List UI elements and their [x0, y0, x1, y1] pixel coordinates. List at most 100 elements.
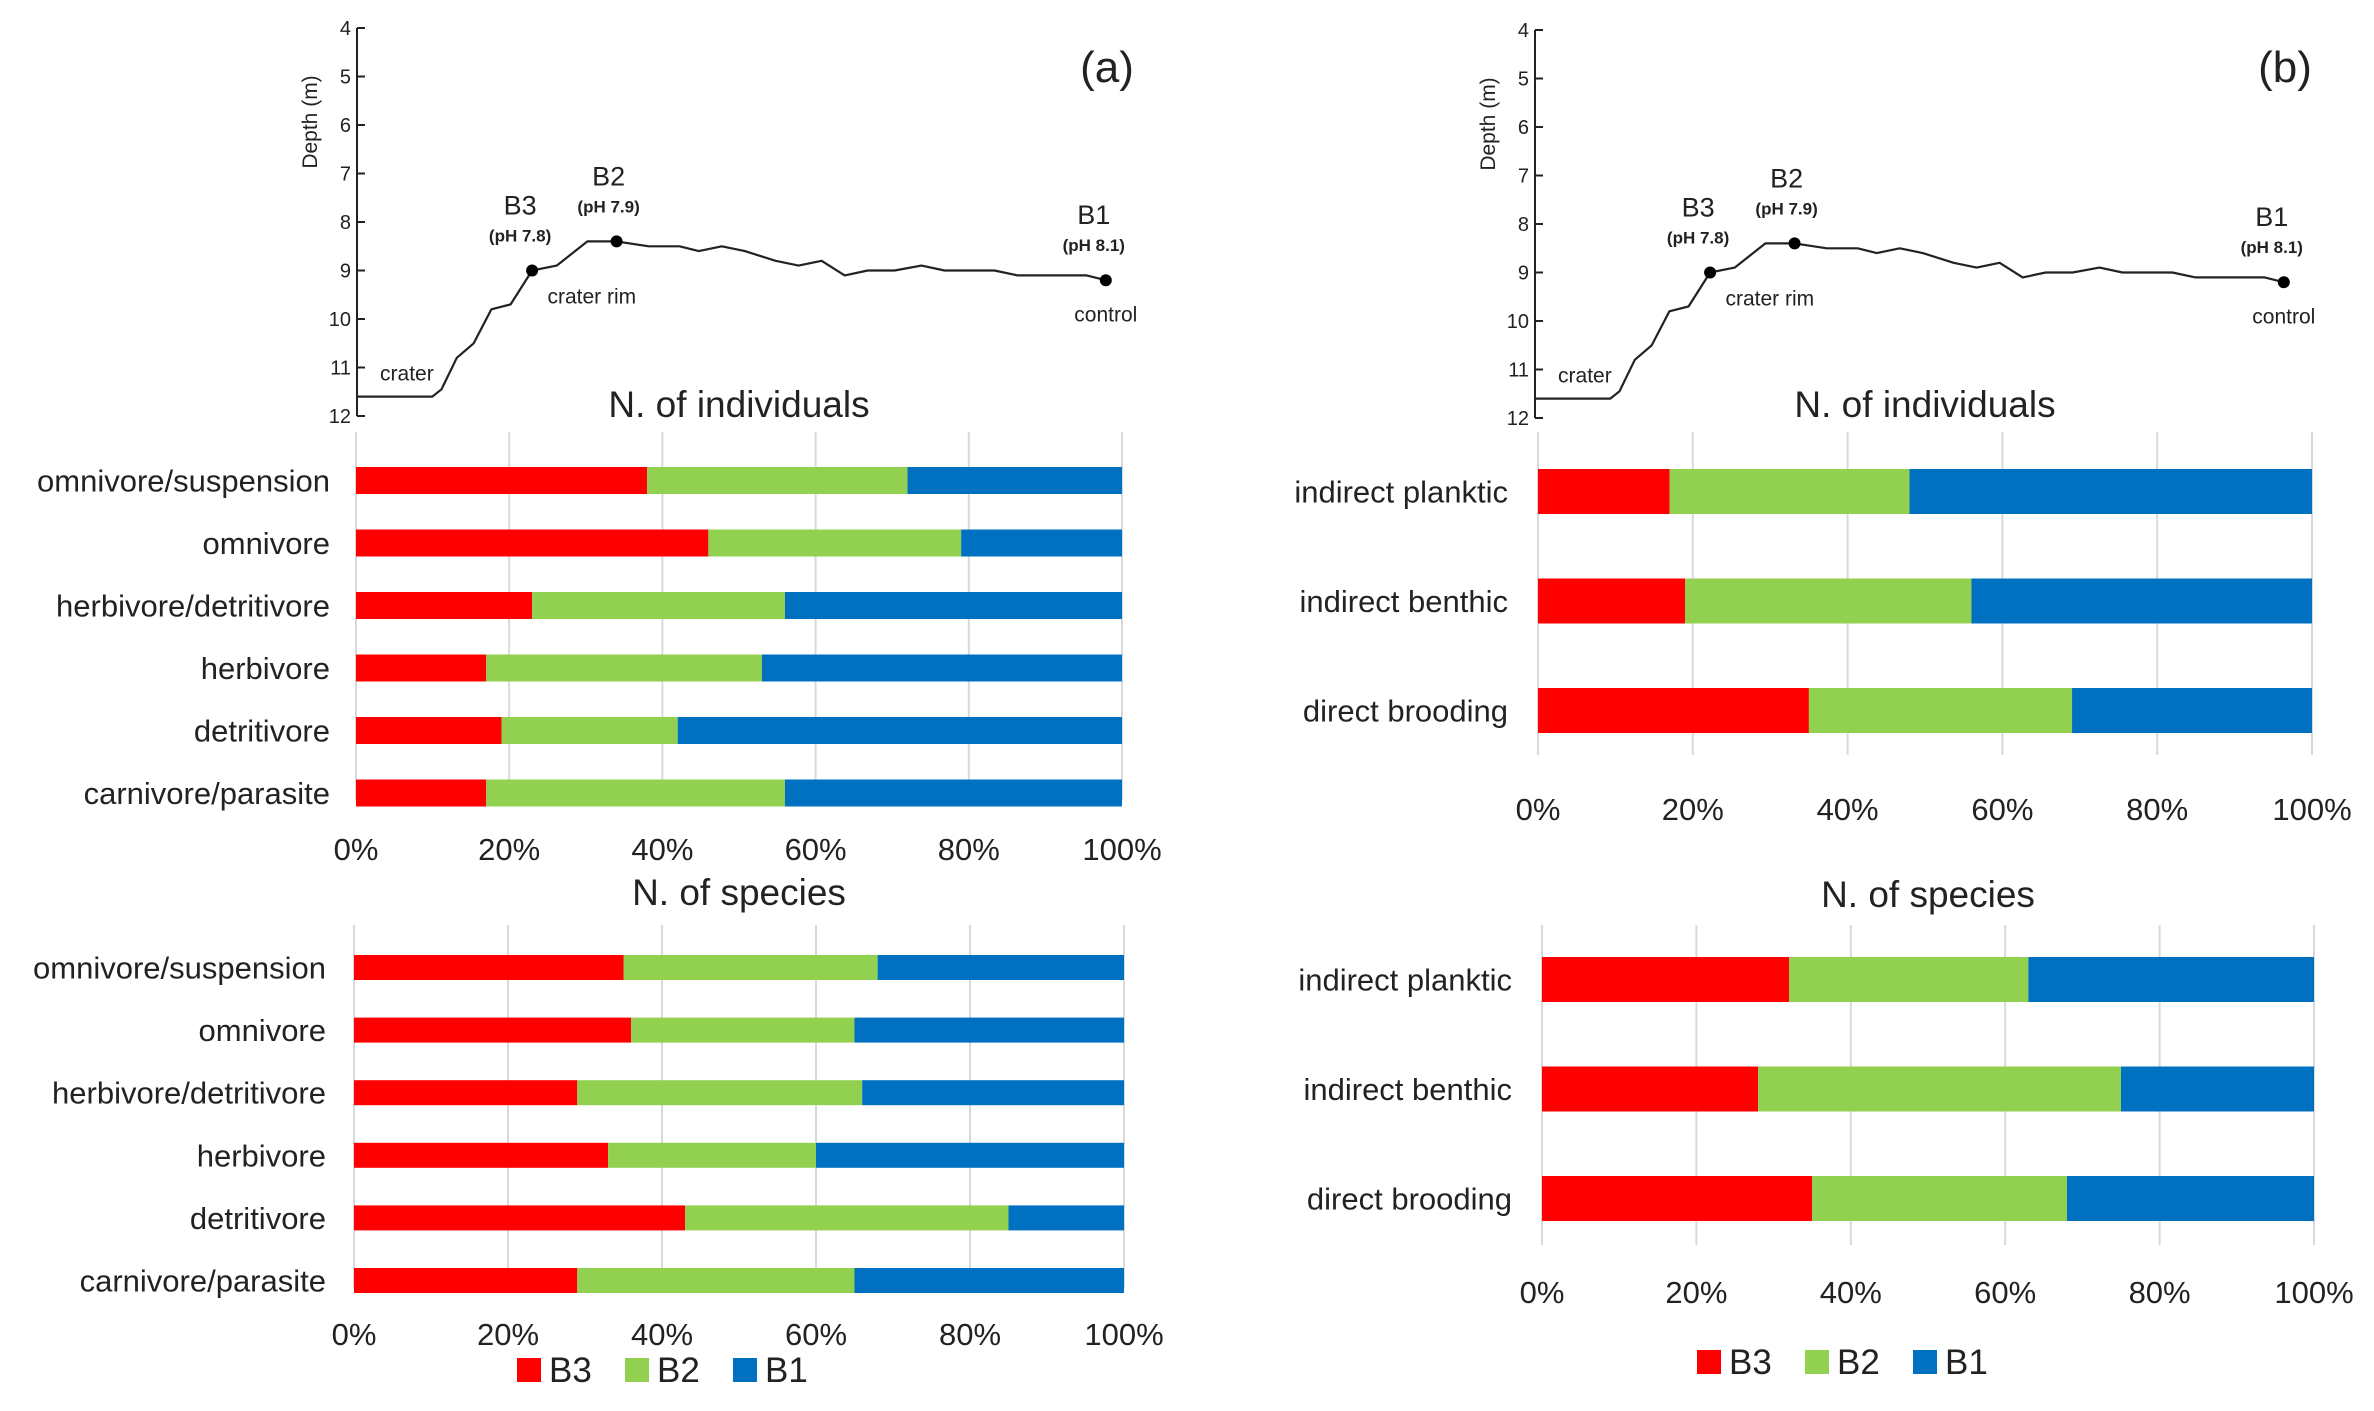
category-label-detritivore: detritivore — [194, 714, 330, 749]
bar-b3-herbivore-detritivore — [356, 592, 533, 619]
x-tick-label: 60% — [1971, 792, 2033, 827]
x-tick-label: 20% — [1662, 792, 1724, 827]
bar-b1-detritivore — [1008, 1205, 1124, 1231]
depth-tick-label: 10 — [329, 309, 351, 331]
site-name-b1: B1 — [1077, 200, 1110, 230]
legend-swatch-b2 — [1805, 1350, 1829, 1374]
site-ph-b3: (pH 7.8) — [1667, 229, 1729, 248]
bar-b2-herbivore-detritivore — [532, 592, 785, 619]
bar-b1-omnivore-suspension — [907, 467, 1122, 494]
x-tick-label: 20% — [478, 832, 540, 867]
legend-b: B3 B2 B1 — [1697, 1343, 1988, 1382]
bar-b2-herbivore-detritivore — [577, 1080, 863, 1106]
control-label: control — [1074, 303, 1137, 326]
chart-b-individuals: N. of individuals indirect planktic indire… — [1294, 384, 2351, 827]
bar-b3-herbivore — [354, 1142, 609, 1168]
x-tick-label: 40% — [1820, 1275, 1882, 1310]
category-label-omnivore: omnivore — [199, 1013, 327, 1048]
bar-b3-detritivore — [354, 1205, 686, 1231]
category-label-indirect-benthic: indirect benthic — [1299, 584, 1508, 619]
bar-b3-herbivore-detritivore — [354, 1080, 578, 1106]
bar-b2-carnivore-parasite — [486, 779, 785, 807]
x-tick-label: 100% — [2272, 792, 2351, 827]
x-tick-label: 100% — [1084, 1317, 1163, 1352]
bar-b1-herbivore — [816, 1142, 1124, 1168]
legend-label-b2: B2 — [657, 1351, 700, 1390]
x-tick-label: 0% — [1516, 792, 1561, 827]
bar-b3-carnivore-parasite — [356, 779, 487, 807]
depth-tick-label: 7 — [340, 164, 351, 186]
category-label-direct-brooding: direct brooding — [1307, 1182, 1512, 1217]
legend-swatch-b3 — [1697, 1350, 1721, 1374]
chart-title: N. of species — [1821, 874, 2035, 915]
site-name-b3: B3 — [504, 191, 537, 221]
depth-tick-label: 8 — [1518, 214, 1529, 236]
bar-b1-carnivore-parasite — [854, 1268, 1124, 1293]
depth-tick-label: 12 — [329, 406, 351, 428]
bar-b1-herbivore-detritivore — [784, 592, 1122, 619]
category-label-detritivore: detritivore — [190, 1201, 326, 1236]
seafloor-profile — [357, 240, 1107, 398]
bar-b3-direct-brooding — [1538, 688, 1809, 733]
bar-b3-detritivore — [356, 717, 502, 744]
bar-b2-indirect-planktic — [1789, 957, 2029, 1002]
site-ph-b2: (pH 7.9) — [1755, 199, 1817, 218]
depth-tick-label: 7 — [1518, 166, 1529, 188]
bar-b2-direct-brooding — [1808, 688, 2073, 733]
bar-b1-omnivore — [854, 1017, 1124, 1043]
bar-b2-omnivore — [631, 1017, 855, 1043]
x-tick-label: 0% — [1520, 1275, 1565, 1310]
bar-b2-carnivore-parasite — [577, 1268, 855, 1293]
depth-tick-label: 5 — [340, 67, 351, 89]
legend-label-b1: B1 — [1945, 1343, 1988, 1382]
x-tick-label: 40% — [631, 1317, 693, 1352]
x-tick-label: 60% — [785, 832, 847, 867]
chart-title: N. of species — [632, 872, 846, 913]
site-ph-b2: (pH 7.9) — [577, 197, 639, 216]
x-tick-label: 60% — [785, 1317, 847, 1352]
bar-b1-direct-brooding — [2066, 1176, 2314, 1221]
bar-b1-indirect-benthic — [2121, 1066, 2314, 1112]
panel-label: (a) — [1080, 43, 1134, 92]
legend-swatch-b1 — [733, 1358, 757, 1382]
site-ph-b1: (pH 8.1) — [2241, 238, 2303, 257]
crater-rim-label: crater rim — [547, 285, 636, 308]
legend-swatch-b1 — [1913, 1350, 1937, 1374]
category-label-indirect-planktic: indirect planktic — [1298, 963, 1512, 998]
site-ph-b3: (pH 7.8) — [489, 227, 551, 246]
category-label-herbivore: herbivore — [197, 1138, 326, 1173]
chart-a-species: N. of species omnivore/suspension omnivore… — [33, 872, 1164, 1352]
bar-b3-omnivore — [354, 1017, 632, 1043]
bar-b2-indirect-benthic — [1685, 578, 1972, 624]
category-label-indirect-planktic: indirect planktic — [1294, 475, 1508, 510]
bar-b1-indirect-planktic — [2028, 957, 2314, 1002]
x-tick-label: 0% — [334, 832, 379, 867]
bar-b2-herbivore — [486, 654, 762, 682]
depth-profile-a: 4 5 6 7 8 9 10 11 12 Depth (m) B3 (pH 7.8) B2 (pH 7.9… — [299, 18, 1137, 428]
legend-label-b3: B3 — [549, 1351, 592, 1390]
depth-tick-label: 4 — [1518, 20, 1529, 42]
x-tick-label: 20% — [477, 1317, 539, 1352]
bar-b1-detritivore — [677, 717, 1122, 744]
x-tick-label: 80% — [939, 1317, 1001, 1352]
depth-tick-label: 6 — [1518, 117, 1529, 139]
site-ph-b1: (pH 8.1) — [1063, 236, 1125, 255]
seafloor-profile — [1535, 242, 2285, 400]
legend-label-b2: B2 — [1837, 1343, 1880, 1382]
bar-b3-herbivore — [356, 654, 487, 682]
bar-b3-omnivore-suspension — [354, 955, 624, 980]
category-label-indirect-benthic: indirect benthic — [1303, 1072, 1512, 1107]
legend-label-b1: B1 — [765, 1351, 808, 1390]
site-marker-b2 — [1788, 237, 1801, 250]
site-name-b2: B2 — [592, 161, 625, 191]
bar-b3-direct-brooding — [1542, 1176, 1813, 1221]
bar-b2-omnivore-suspension — [647, 467, 908, 494]
bar-b1-carnivore-parasite — [784, 779, 1122, 807]
depth-tick-label: 4 — [340, 18, 351, 40]
category-label-carnivore-parasite: carnivore/parasite — [84, 776, 330, 811]
bar-b1-omnivore-suspension — [877, 955, 1124, 980]
chart-a-individuals: N. of individuals omnivore/suspension omni… — [37, 384, 1162, 867]
bar-b2-omnivore — [708, 529, 962, 557]
category-label-carnivore-parasite: carnivore/parasite — [80, 1264, 326, 1299]
bar-b2-omnivore-suspension — [623, 955, 878, 980]
